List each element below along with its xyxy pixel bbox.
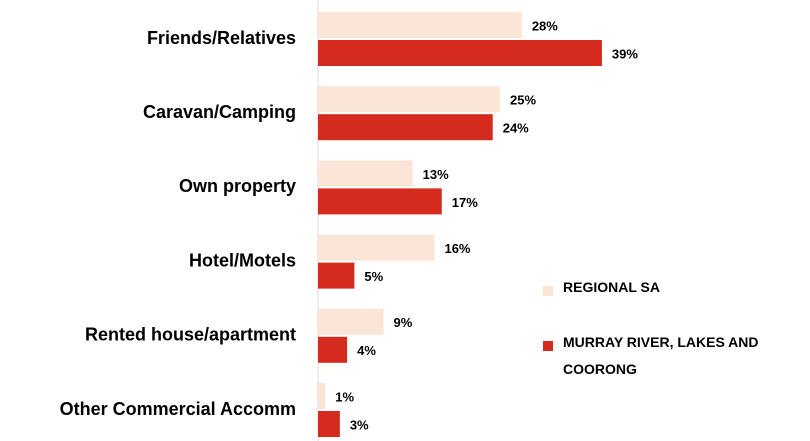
category-label: Caravan/Camping <box>143 102 296 122</box>
legend-item: REGIONAL SA <box>543 279 810 301</box>
legend-label: MURRAY RIVER, LAKES AND COORONG <box>563 334 759 377</box>
legend-swatch <box>543 341 553 351</box>
bar <box>318 308 384 335</box>
value-label: 17% <box>452 195 478 210</box>
bar <box>318 114 493 141</box>
bar <box>318 336 348 363</box>
category-label: Rented house/apartment <box>85 325 296 345</box>
category-label: Own property <box>179 176 296 196</box>
category-label: Other Commercial Accomm <box>60 399 296 419</box>
bar <box>318 262 355 289</box>
value-label: 25% <box>510 93 536 108</box>
bar <box>318 160 413 187</box>
bar <box>318 383 326 409</box>
bar <box>318 40 602 66</box>
bar <box>318 188 442 215</box>
value-label: 24% <box>503 121 529 136</box>
legend-label: REGIONAL SA <box>563 279 660 295</box>
bar <box>318 234 435 261</box>
category-label: Friends/Relatives <box>147 28 296 48</box>
value-label: 5% <box>364 269 383 284</box>
value-label: 3% <box>350 417 369 432</box>
category-label: Hotel/Motels <box>189 250 296 270</box>
value-label: 9% <box>394 315 413 330</box>
value-label: 39% <box>612 46 638 61</box>
legend-swatch <box>543 286 553 296</box>
legend-item: MURRAY RIVER, LAKES AND COORONG <box>543 334 810 383</box>
bar <box>318 86 500 113</box>
value-label: 1% <box>335 389 354 404</box>
value-label: 28% <box>532 18 558 33</box>
value-label: 4% <box>357 343 376 358</box>
value-label: 13% <box>423 167 449 182</box>
value-label: 16% <box>444 241 470 256</box>
bar <box>318 12 522 38</box>
bar <box>318 411 340 437</box>
